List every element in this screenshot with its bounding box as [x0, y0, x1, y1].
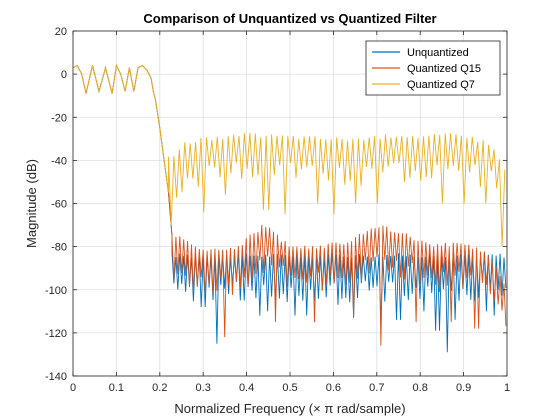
legend: Unquantized Quantized Q15 Quantized Q7	[365, 40, 501, 96]
x-tick-label: 0.5	[282, 382, 297, 394]
x-tick-label: 0.4	[239, 382, 254, 394]
y-tick-label: -120	[45, 328, 67, 340]
legend-entry: Quantized Q7	[407, 79, 475, 91]
x-axis-label: Normalized Frequency (× π rad/sample)	[174, 401, 405, 416]
y-tick-label: -40	[51, 155, 67, 167]
x-tick-labels: 0 0.1 0.2 0.3 0.4 0.5 0.6 0.7 0.8 0.9 1	[70, 382, 510, 394]
y-tick-label: -80	[51, 242, 67, 254]
x-tick-label: 0.8	[413, 382, 428, 394]
y-tick-label: -140	[45, 371, 67, 383]
plot-lines	[73, 64, 507, 353]
x-tick-label: 0	[70, 382, 76, 394]
legend-entry: Quantized Q15	[407, 63, 481, 75]
legend-entry: Unquantized	[407, 47, 469, 59]
chart-title: Comparison of Unquantized vs Quantized F…	[143, 11, 436, 26]
y-tick-label: 20	[55, 26, 67, 38]
y-tick-label: -60	[51, 199, 67, 211]
x-tick-label: 0.6	[326, 382, 341, 394]
x-tick-label: 0.7	[369, 382, 384, 394]
y-tick-label: -20	[51, 112, 67, 124]
series-line-2	[73, 64, 506, 247]
x-tick-label: 0.3	[196, 382, 211, 394]
y-tick-label: 0	[61, 69, 67, 81]
x-tick-label: 0.1	[109, 382, 124, 394]
x-tick-label: 0.2	[152, 382, 167, 394]
y-tick-label: -100	[45, 285, 67, 297]
x-tick-label: 1	[504, 382, 510, 394]
y-tick-labels: 20 0 -20 -40 -60 -80 -100 -120 -140	[45, 26, 67, 383]
y-axis-label: Magnitude (dB)	[24, 159, 39, 248]
x-tick-label: 0.9	[456, 382, 471, 394]
series-line-1	[73, 64, 507, 346]
ticks	[72, 30, 508, 377]
